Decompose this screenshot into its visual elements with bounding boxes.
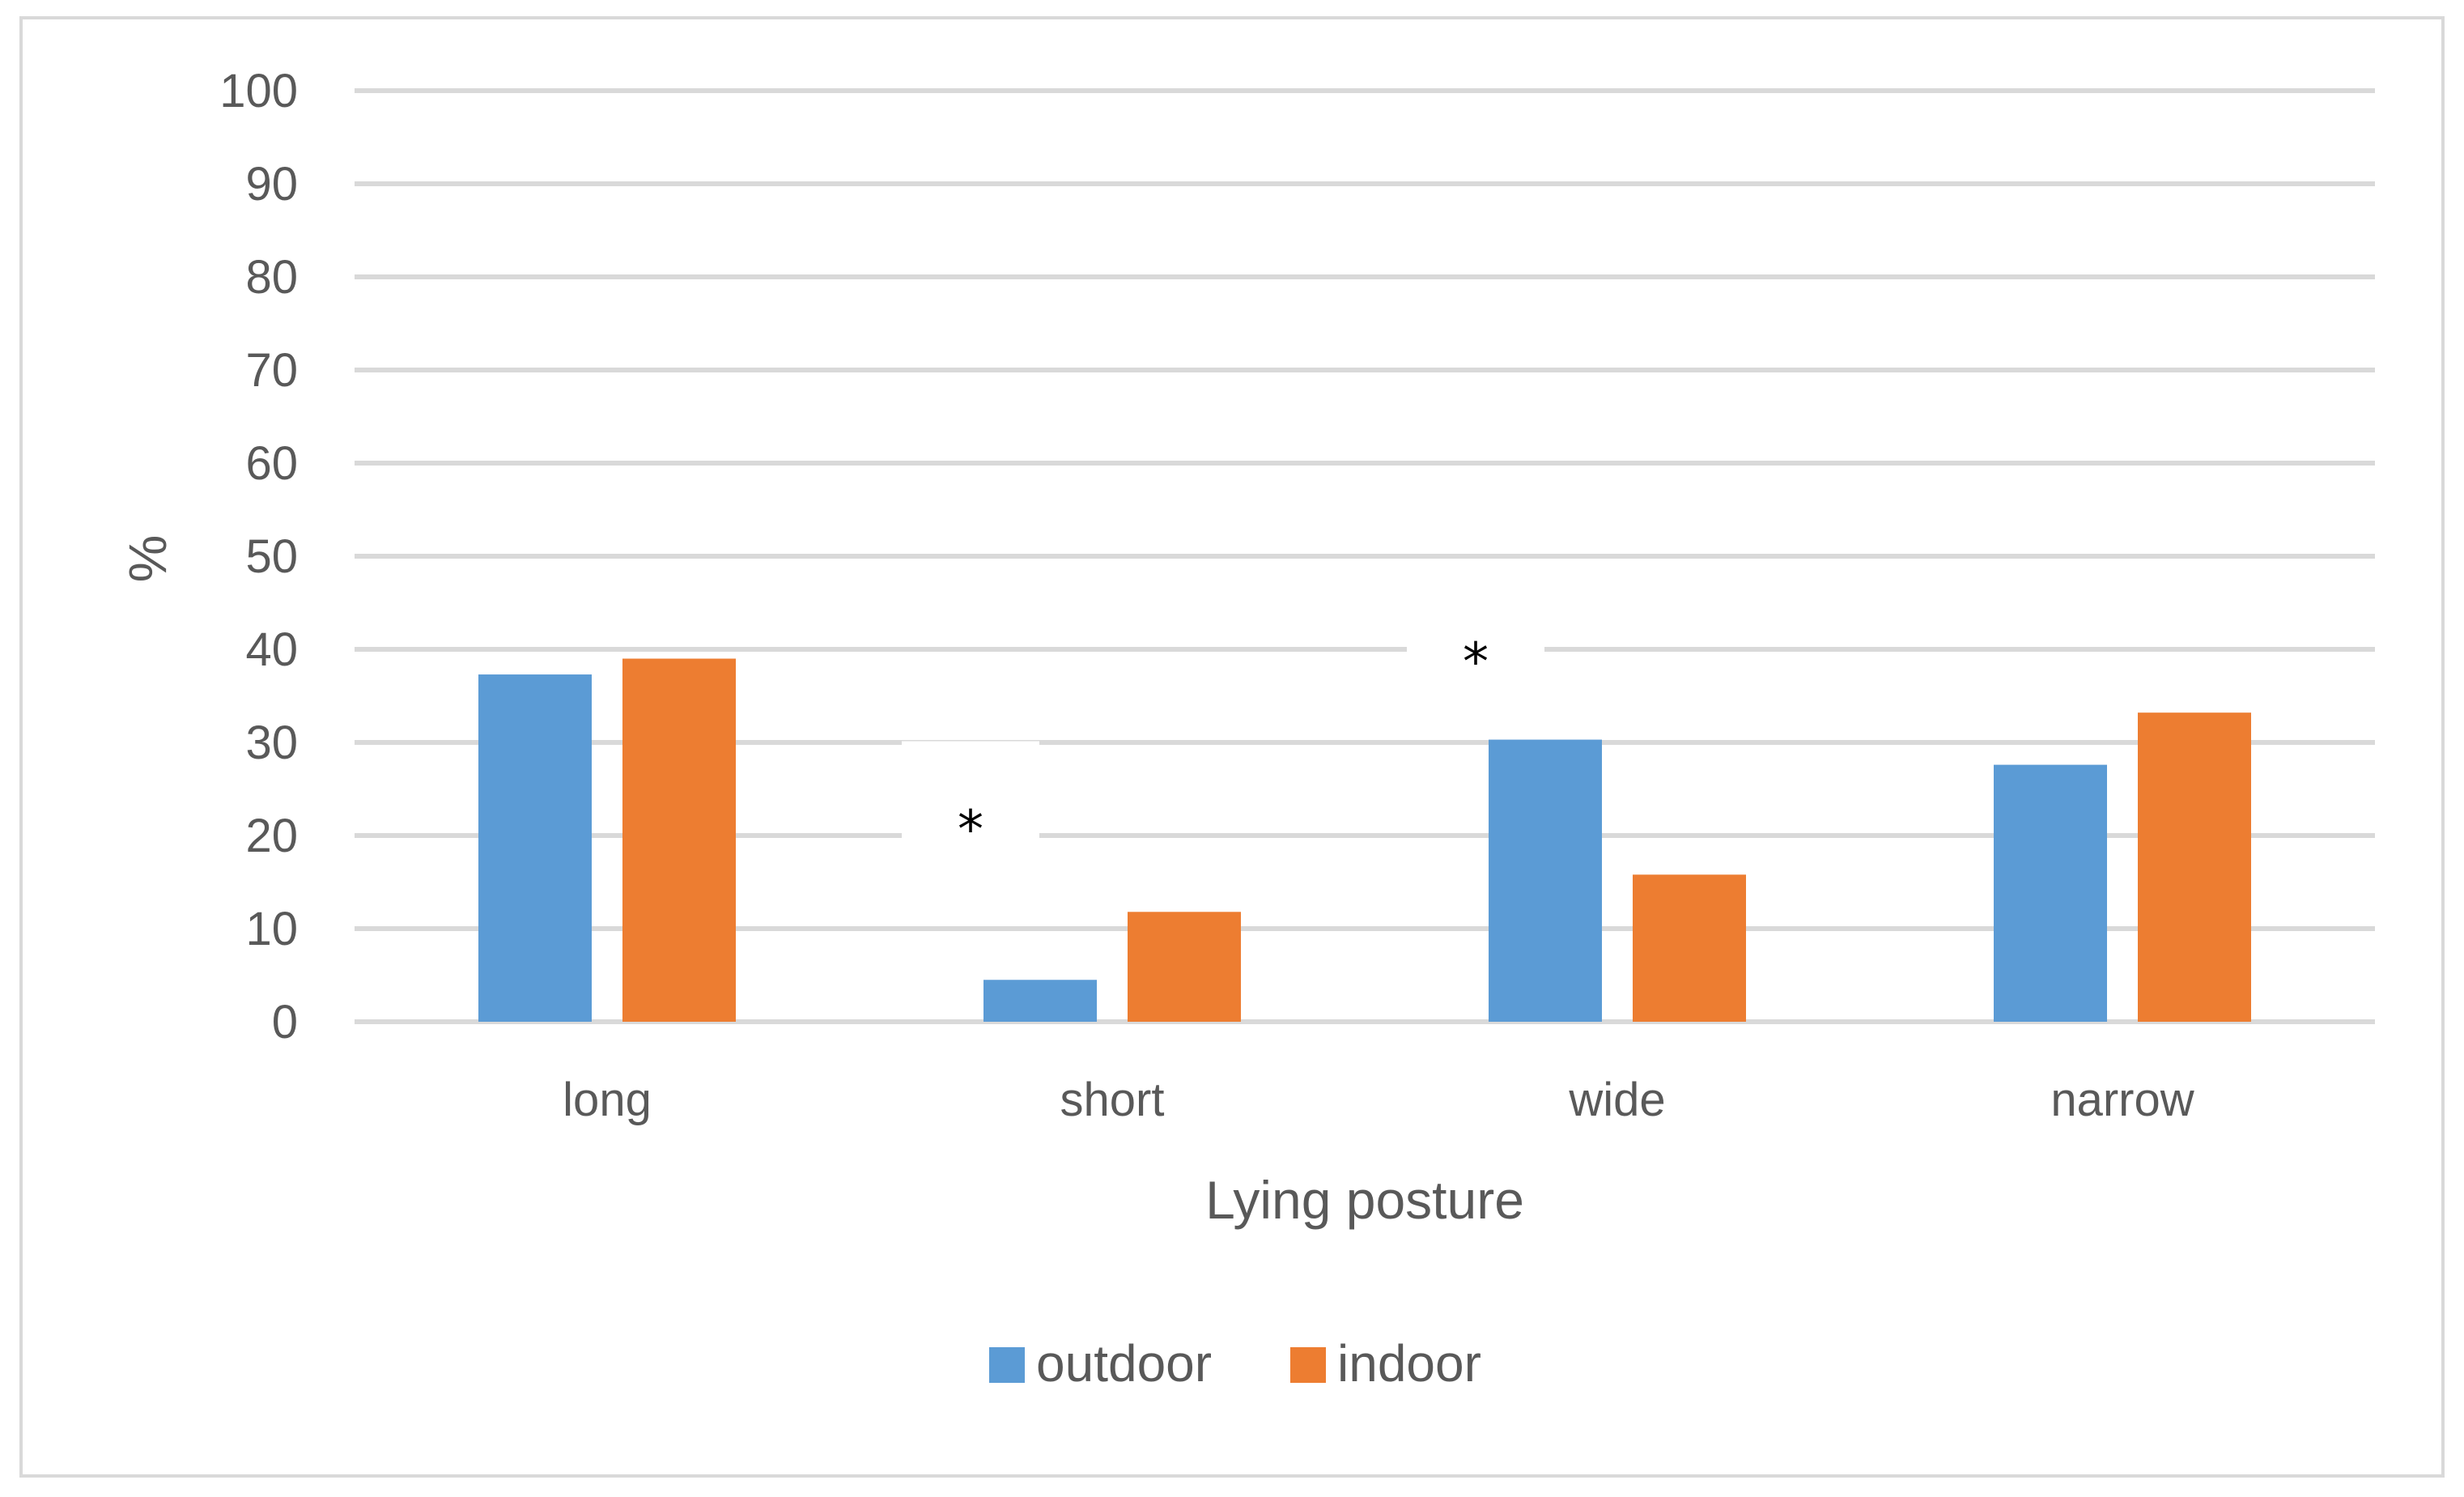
bar-indoor-wide (1633, 874, 1746, 1022)
bar-outdoor-narrow (1994, 764, 2107, 1022)
bars (478, 658, 2251, 1022)
y-tick-label: 50 (245, 530, 298, 583)
x-tick-label: long (563, 1074, 652, 1126)
y-tick-label: 30 (245, 717, 298, 769)
significance-marker: * (958, 801, 983, 861)
x-tick-label: wide (1568, 1074, 1665, 1126)
legend: outdoor indoor (989, 1334, 1481, 1393)
y-axis-ticks: 0 10 20 30 40 50 60 70 80 90 100 (219, 65, 298, 1048)
x-tick-label: narrow (2050, 1074, 2194, 1126)
y-tick-label: 0 (272, 996, 298, 1048)
y-tick-label: 40 (245, 623, 298, 676)
x-tick-label: short (1060, 1074, 1165, 1126)
significance-marker: * (1463, 633, 1489, 693)
y-tick-label: 80 (245, 251, 298, 304)
legend-label-indoor: indoor (1337, 1334, 1481, 1393)
y-tick-label: 70 (245, 344, 298, 397)
y-tick-label: 90 (245, 158, 298, 211)
legend-swatch-outdoor (989, 1347, 1025, 1383)
bar-outdoor-long (478, 674, 592, 1022)
x-axis-ticks: long short wide narrow (563, 1074, 2195, 1126)
bar-outdoor-short (983, 980, 1097, 1022)
y-axis-title: % (117, 535, 177, 583)
legend-label-outdoor: outdoor (1036, 1334, 1212, 1393)
y-tick-label: 20 (245, 810, 298, 862)
bar-indoor-narrow (2138, 712, 2251, 1022)
bar-indoor-short (1128, 912, 1241, 1022)
x-axis-title: Lying posture (1205, 1170, 1524, 1230)
y-tick-label: 60 (245, 437, 298, 490)
annotations: ** (902, 573, 1544, 861)
annotation-background (1407, 573, 1544, 687)
bar-indoor-long (622, 658, 736, 1022)
y-tick-label: 10 (245, 903, 298, 955)
y-tick-label: 100 (219, 65, 298, 117)
chart-frame (19, 16, 2445, 1478)
legend-swatch-indoor (1290, 1347, 1326, 1383)
bar-outdoor-wide (1489, 739, 1602, 1022)
annotation-background (902, 741, 1039, 855)
